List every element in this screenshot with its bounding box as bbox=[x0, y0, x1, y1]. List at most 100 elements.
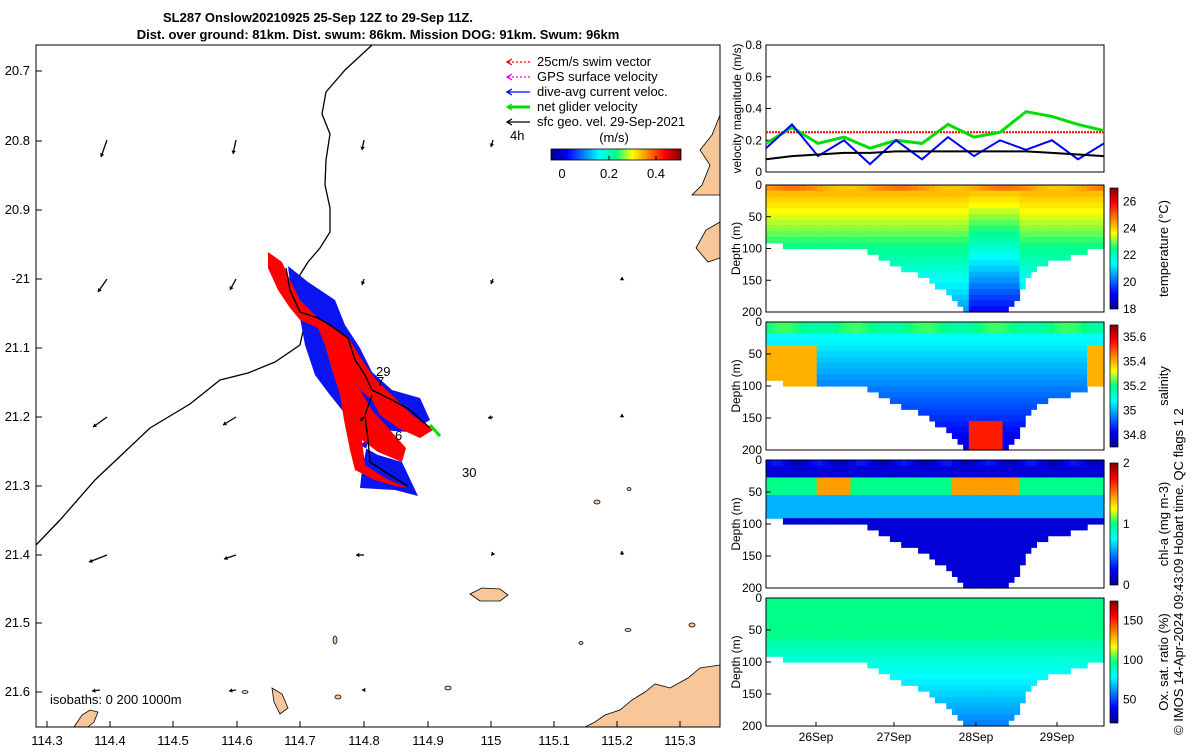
heatmap-cell bbox=[980, 679, 987, 686]
heatmap-cell bbox=[856, 185, 863, 192]
heatmap-cell bbox=[1092, 609, 1099, 617]
heatmap-cell bbox=[991, 368, 998, 375]
heatmap-cell bbox=[974, 265, 981, 273]
heatmap-cell bbox=[968, 231, 976, 238]
heatmap-cell bbox=[1042, 598, 1049, 605]
heatmap-cell bbox=[811, 196, 818, 203]
heatmap-cell bbox=[1008, 547, 1015, 554]
heatmap-cell bbox=[1013, 708, 1021, 715]
heatmap-cell bbox=[833, 627, 840, 634]
heatmap-cell bbox=[839, 380, 846, 387]
heatmap-cell bbox=[1092, 345, 1099, 352]
heatmap-cell bbox=[980, 644, 987, 651]
heatmap-cell bbox=[889, 621, 897, 628]
heatmap-cell bbox=[985, 333, 992, 341]
heatmap-cell bbox=[1087, 213, 1094, 221]
heatmap-cell bbox=[906, 621, 914, 628]
heatmap-cell bbox=[1008, 260, 1015, 267]
heatmap-cell bbox=[980, 351, 987, 358]
heatmap-cell bbox=[878, 185, 885, 192]
heatmap-cell bbox=[861, 190, 868, 198]
heatmap-cell bbox=[816, 460, 823, 467]
heatmap-cell bbox=[1058, 219, 1066, 227]
heatmap-cell bbox=[873, 208, 880, 215]
heatmap-cell bbox=[1019, 356, 1026, 364]
heatmap-cell bbox=[951, 524, 959, 531]
heatmap-cell bbox=[1013, 333, 1021, 341]
heatmap-cell bbox=[889, 650, 897, 657]
heatmap-cell bbox=[1008, 465, 1015, 473]
heatmap-cell bbox=[951, 609, 959, 617]
heatmap-cell bbox=[788, 506, 795, 513]
heatmap-cell bbox=[963, 512, 970, 519]
heatmap-cell bbox=[940, 202, 947, 209]
heatmap-cell bbox=[963, 632, 970, 640]
heatmap-cell bbox=[771, 345, 778, 352]
heatmap-cell bbox=[1081, 368, 1088, 375]
heatmap-cell bbox=[1030, 500, 1037, 508]
legend-entry-label: sfc geo. vel. 29-Sep-2021 bbox=[537, 114, 685, 129]
heatmap-cell bbox=[1081, 327, 1088, 335]
heatmap-cell bbox=[1030, 362, 1037, 370]
heatmap-cell bbox=[1092, 374, 1099, 381]
heatmap-cell bbox=[811, 483, 818, 490]
heatmap-cell bbox=[816, 362, 823, 370]
heatmap-cell bbox=[827, 339, 835, 346]
heatmap-cell bbox=[929, 374, 936, 381]
lat-tick-label: 21.3 bbox=[5, 478, 30, 493]
heatmap-cell bbox=[766, 362, 773, 370]
heatmap-cell bbox=[856, 609, 863, 617]
heatmap-cell bbox=[811, 213, 818, 221]
heatmap-cell bbox=[980, 576, 987, 583]
heatmap-cell bbox=[822, 345, 829, 352]
heatmap-cell bbox=[1042, 368, 1049, 375]
heatmap-cell bbox=[935, 219, 942, 227]
heatmap-cell bbox=[918, 512, 925, 519]
heatmap-cell bbox=[918, 196, 925, 203]
heatmap-cell bbox=[1030, 518, 1037, 525]
heatmap-cell bbox=[957, 603, 964, 611]
heatmap-cell bbox=[963, 219, 970, 227]
heatmap-cell bbox=[777, 202, 784, 209]
heatmap-cell bbox=[1013, 702, 1021, 710]
heatmap-cell bbox=[1008, 208, 1015, 215]
heatmap-cell bbox=[929, 322, 936, 329]
heatmap-cell bbox=[991, 362, 998, 370]
heatmap-cell bbox=[946, 265, 953, 273]
side-note: © IMOS 14-Apr-2024 09:43:09 Hobart time.… bbox=[1171, 408, 1186, 735]
panel-colorbar bbox=[1109, 600, 1119, 724]
heatmap-cell bbox=[782, 609, 790, 617]
heatmap-cell bbox=[816, 225, 823, 232]
heatmap-cell bbox=[856, 494, 863, 502]
heatmap-cell bbox=[901, 603, 908, 611]
heatmap-cell bbox=[788, 362, 795, 370]
heatmap-cell bbox=[867, 322, 874, 329]
heatmap-cell bbox=[816, 477, 823, 484]
heatmap-cell bbox=[889, 322, 897, 329]
heatmap-cell bbox=[1053, 248, 1060, 255]
heatmap-cell bbox=[771, 627, 778, 634]
heatmap-cell bbox=[873, 248, 880, 255]
heatmap-cell bbox=[1087, 471, 1094, 479]
panel-colorbar-tick-label: 24 bbox=[1123, 221, 1137, 235]
heatmap-cell bbox=[1087, 621, 1094, 628]
heatmap-cell bbox=[929, 339, 936, 346]
heatmap-cell bbox=[1070, 219, 1077, 227]
heatmap-cell bbox=[867, 500, 874, 508]
heatmap-cell bbox=[1053, 518, 1060, 525]
heatmap-cell bbox=[1019, 327, 1026, 335]
heatmap-cell bbox=[1030, 489, 1037, 496]
heatmap-cell bbox=[980, 632, 987, 640]
heatmap-cell bbox=[799, 621, 807, 628]
heatmap-cell bbox=[974, 667, 981, 675]
heatmap-cell bbox=[951, 662, 959, 669]
heatmap-cell bbox=[1070, 185, 1077, 192]
heatmap-cell bbox=[991, 500, 998, 508]
heatmap-cell bbox=[929, 368, 936, 375]
heatmap-cell bbox=[923, 380, 930, 387]
heatmap-cell bbox=[991, 339, 998, 346]
heatmap-cell bbox=[957, 524, 964, 531]
heatmap-cell bbox=[827, 236, 835, 244]
islet-1 bbox=[332, 635, 338, 645]
heatmap-cell bbox=[889, 638, 897, 646]
